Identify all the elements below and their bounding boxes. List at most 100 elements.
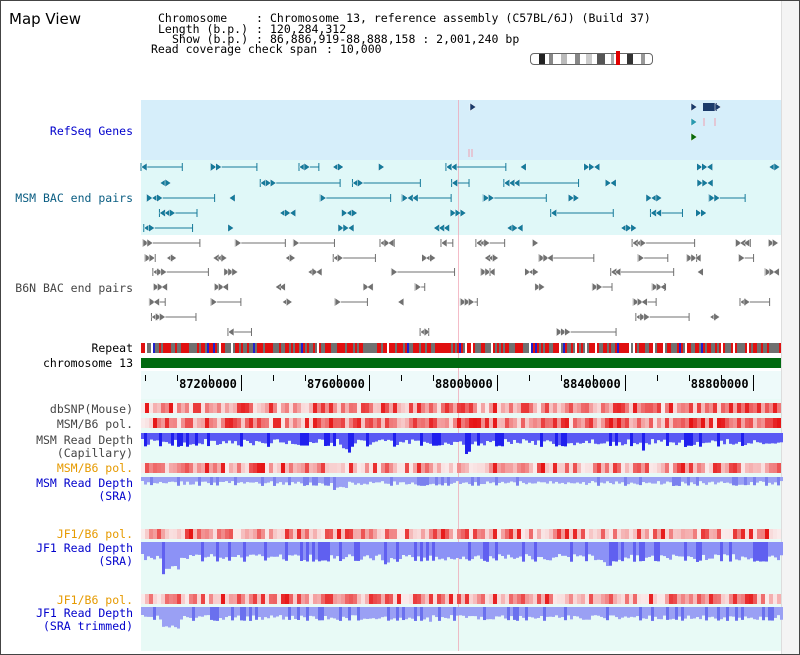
msm-depth-sra-bar	[405, 477, 408, 485]
msm-depth-sra-bar	[654, 477, 657, 484]
msm-depth-cap-bar	[561, 433, 564, 447]
b6n-bac-end	[149, 297, 156, 307]
msm-depth-cap-bar	[213, 433, 216, 441]
msm-depth-sra-bar	[378, 477, 381, 483]
dbsnp-cell	[397, 403, 401, 413]
jf1-b6-pol-cell	[749, 594, 753, 604]
dbsnp-cell	[777, 403, 781, 413]
msm-depth-sra-bar	[318, 477, 321, 483]
jf1-depth-sra-bar	[240, 542, 243, 558]
msm-depth-sra-bar	[441, 477, 444, 486]
jf1-b6-pol-cell	[341, 529, 345, 539]
repeat-segment	[217, 343, 219, 353]
jf1-depth-trim-bar	[753, 607, 756, 620]
dbsnp-cell	[629, 403, 633, 413]
msm-b6-pol-cell	[657, 418, 661, 428]
jf1-depth-sra-bar	[399, 542, 402, 560]
b6n-bac-end	[542, 253, 550, 263]
jf1-b6-pol-cell	[613, 594, 617, 604]
track-label-jf1-depth-sra[interactable]: JF1 Read Depth	[36, 541, 133, 555]
msm-depth-sra-bar	[399, 477, 402, 483]
jf1-b6-pol-cell	[681, 594, 685, 604]
track-label-msm-b6-pol-2[interactable]: MSM/B6 pol.	[56, 461, 133, 475]
jf1-b6-pol-cell	[281, 594, 285, 604]
refseq-gene	[714, 102, 722, 112]
jf1-depth-sra-bar	[162, 542, 165, 575]
track-label-msm-depth-cap[interactable]: MSM Read Depth	[36, 433, 133, 447]
jf1-depth-sra-bar	[486, 542, 489, 562]
jf1-depth-sra-bar	[213, 542, 216, 557]
track-label-msm-b6-pol-1[interactable]: MSM/B6 pol.	[56, 417, 133, 431]
repeat-segment	[285, 343, 287, 353]
track-label-b6n-bac[interactable]: B6N BAC end pairs	[15, 281, 133, 295]
repeat-segment	[575, 343, 577, 353]
track-label-dbsnp[interactable]: dbSNP(Mouse)	[49, 402, 133, 416]
jf1-depth-trim-bar	[576, 607, 579, 617]
position-highlight-line	[458, 100, 459, 651]
msm-depth-sra-bar	[459, 477, 462, 484]
repeat-segment	[615, 343, 617, 353]
track-label-jf1-b6-pol-2[interactable]: JF1/B6 pol.	[56, 593, 133, 607]
b6n-bac-end	[764, 267, 772, 277]
msm-depth-sra-bar	[480, 477, 483, 485]
jf1-b6-pol-cell	[661, 529, 665, 539]
msm-b6-pol-cell	[169, 418, 173, 428]
jf1-b6-pol-cell	[705, 594, 709, 604]
track-label-jf1-depth-trim[interactable]: JF1 Read Depth	[36, 606, 133, 620]
msm-depth-sra-bar	[348, 477, 351, 482]
msm-depth-cap-bar	[402, 433, 405, 443]
dbsnp-cell	[701, 403, 705, 413]
msm-b6-pol-cell	[321, 418, 325, 428]
msm-b6-pol-cell	[745, 418, 749, 428]
jf1-b6-pol-cell	[461, 529, 465, 539]
jf1-b6-pol-cell	[713, 594, 717, 604]
jf1-depth-sra-bar	[195, 542, 198, 555]
jf1-b6-pol-cell	[205, 594, 209, 604]
track-label-refseq[interactable]: RefSeq Genes	[49, 124, 133, 138]
dbsnp-cell	[653, 403, 657, 413]
jf1-depth-sra-bar	[189, 542, 192, 556]
msm-bac-end	[228, 193, 236, 203]
repeat-segment	[307, 343, 309, 353]
b6n-bac-end	[696, 267, 704, 277]
jf1-b6-pol-cell	[621, 529, 625, 539]
track-label-repeat[interactable]: Repeat	[91, 341, 133, 355]
msm-depth-sra-bar	[141, 477, 144, 482]
show-value: 86,886,919-88,888,158 : 2,001,240 bp	[270, 32, 520, 46]
jf1-depth-trim-bar	[474, 607, 477, 617]
dbsnp-cell	[229, 403, 233, 413]
msm-b6-pol-cell	[517, 418, 521, 428]
dbsnp-cell	[409, 403, 413, 413]
msm-b6-pol-cell	[349, 463, 353, 473]
jf1-depth-trim-bar	[774, 607, 777, 618]
msm-depth-sra-bar	[231, 477, 234, 482]
dbsnp-cell	[657, 403, 661, 413]
jf1-depth-sra-bar	[504, 542, 507, 559]
jf1-depth-sra-bar	[453, 542, 456, 560]
b6n-bac-end	[637, 297, 644, 307]
jf1-b6-pol-cell	[545, 529, 549, 539]
msm-b6-pol-cell	[709, 418, 713, 428]
msm-b6-pol-cell	[261, 418, 265, 428]
msm-depth-sra-bar	[495, 477, 498, 486]
dbsnp-cell	[481, 403, 485, 413]
msm-depth-cap-bar	[366, 433, 369, 447]
jf1-depth-sra-bar	[285, 542, 288, 561]
axis-minor-tick	[720, 375, 722, 381]
b6n-bac-end	[592, 282, 599, 292]
jf1-depth-sra-bar	[198, 542, 201, 555]
track-label-jf1-b6-pol-1[interactable]: JF1/B6 pol.	[56, 527, 133, 541]
repeat-segment	[449, 343, 451, 353]
msm-b6-pol-cell	[381, 418, 385, 428]
msm-depth-sra-bar	[531, 477, 534, 484]
msm-b6-pol-cell	[585, 418, 589, 428]
dbsnp-cell	[365, 403, 369, 413]
chromosome-ideogram[interactable]	[530, 53, 653, 65]
right-scroll-gutter[interactable]	[781, 1, 799, 654]
jf1-depth-trim-bar	[387, 607, 390, 621]
jf1-depth-trim-bar	[186, 607, 189, 618]
msm-depth-sra-bar	[309, 477, 312, 483]
track-label-msm-bac[interactable]: MSM BAC end pairs	[15, 191, 133, 205]
track-label-msm-depth-sra[interactable]: MSM Read Depth	[36, 476, 133, 490]
